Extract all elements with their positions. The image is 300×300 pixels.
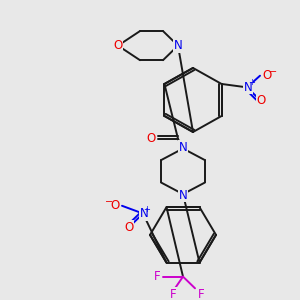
- Text: F: F: [170, 288, 176, 300]
- Text: O: O: [124, 220, 134, 234]
- Text: +: +: [249, 78, 255, 87]
- Text: O: O: [256, 94, 266, 107]
- Text: N: N: [140, 207, 148, 220]
- Text: O: O: [146, 132, 156, 145]
- Text: N: N: [244, 81, 252, 94]
- Text: F: F: [154, 270, 160, 283]
- Text: −: −: [105, 197, 113, 207]
- Text: N: N: [178, 141, 188, 154]
- Text: O: O: [262, 69, 272, 82]
- Text: N: N: [178, 189, 188, 202]
- Text: O: O: [113, 39, 123, 52]
- Text: O: O: [110, 199, 120, 212]
- Text: +: +: [144, 205, 150, 214]
- Text: −: −: [269, 67, 277, 77]
- Text: N: N: [174, 39, 182, 52]
- Text: F: F: [198, 288, 204, 300]
